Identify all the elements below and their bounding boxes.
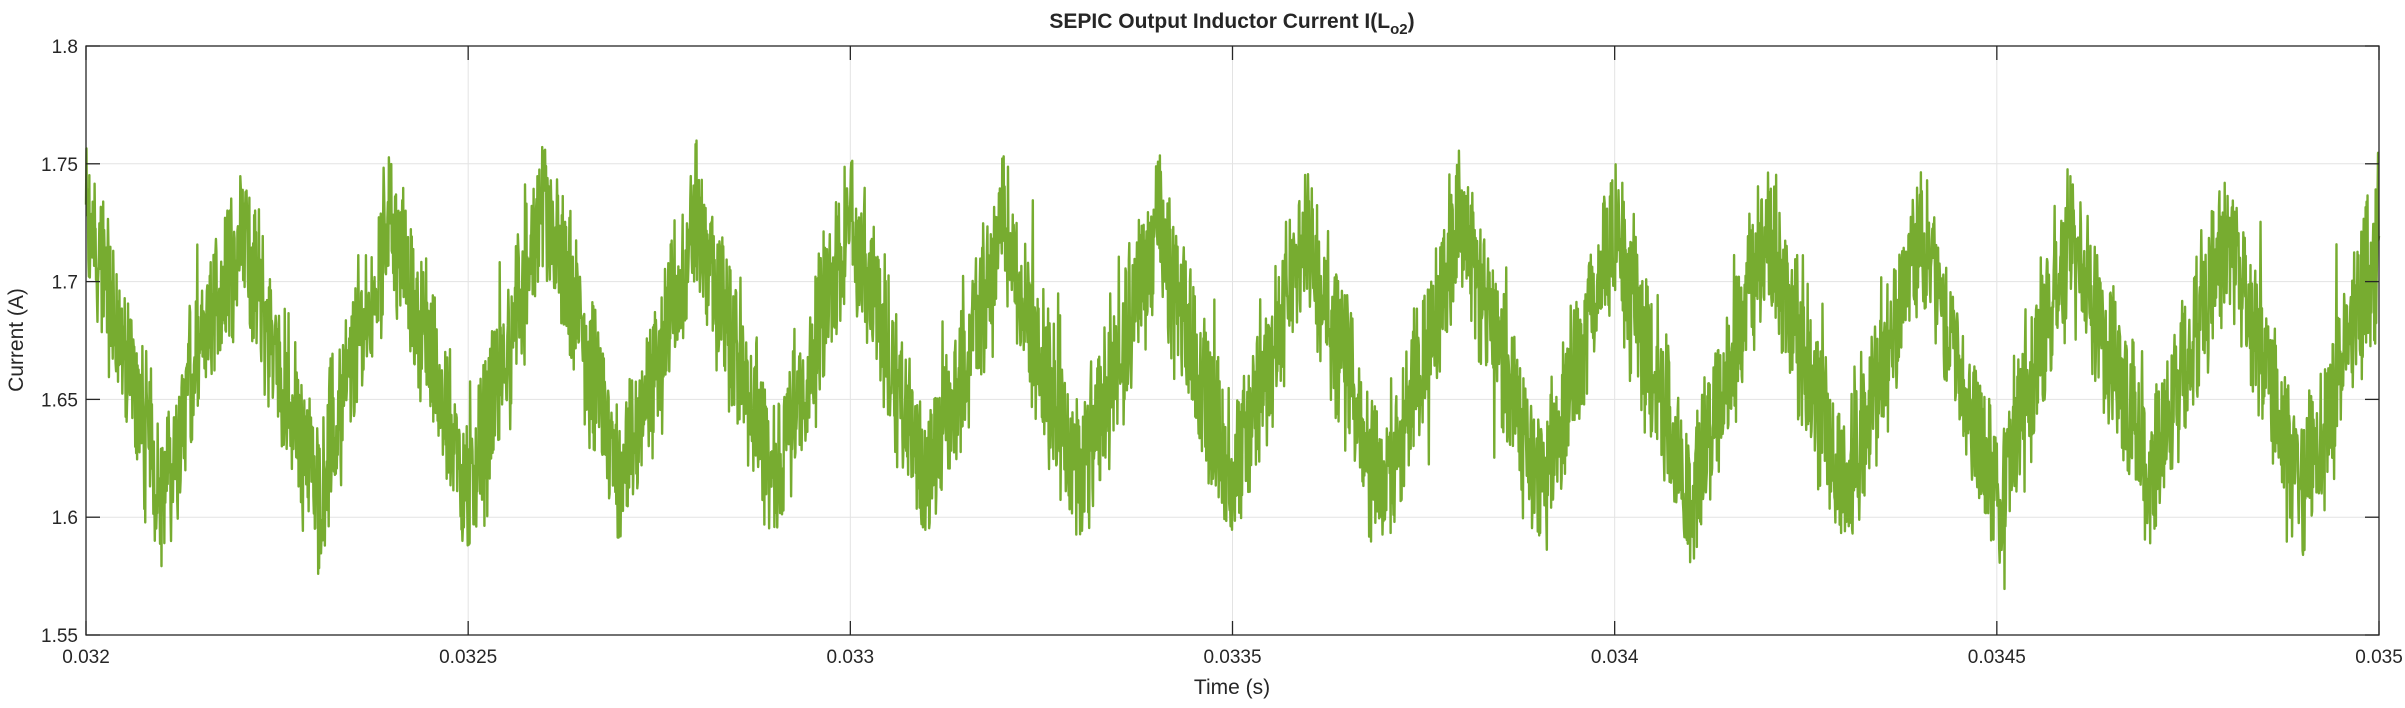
chart-title-main: SEPIC Output Inductor Current I(L <box>1049 10 1390 33</box>
x-tick-label: 0.032 <box>62 647 110 668</box>
y-tick-labels: 1.55 1.6 1.65 1.7 1.75 1.8 <box>41 37 78 647</box>
x-tick-labels: 0.032 0.0325 0.033 0.0335 0.034 0.0345 0.035 <box>62 647 2403 668</box>
y-tick-label: 1.75 <box>41 155 78 176</box>
inductor-current-series-line <box>84 139 2381 591</box>
chart-title-end: ) <box>1408 10 1415 33</box>
y-axis-label: Current (A) <box>5 288 28 392</box>
y-tick-label: 1.65 <box>41 390 78 411</box>
y-tick-label: 1.7 <box>52 273 78 294</box>
x-tick-label: 0.033 <box>827 647 875 668</box>
chart-title: SEPIC Output Inductor Current I(Lo2) <box>1049 10 1414 38</box>
axis-ticks <box>85 45 2380 636</box>
x-tick-label: 0.0325 <box>439 647 497 668</box>
x-tick-label: 0.0335 <box>1203 647 1261 668</box>
y-tick-label: 1.8 <box>52 37 78 58</box>
y-tick-label: 1.55 <box>41 626 78 647</box>
x-axis-label: Time (s) <box>1194 676 1270 699</box>
x-tick-label: 0.0345 <box>1968 647 2026 668</box>
y-tick-label: 1.6 <box>52 508 78 529</box>
x-tick-label: 0.034 <box>1591 647 1639 668</box>
x-tick-label: 0.035 <box>2355 647 2403 668</box>
chart-title-subscript: o2 <box>1390 21 1408 38</box>
